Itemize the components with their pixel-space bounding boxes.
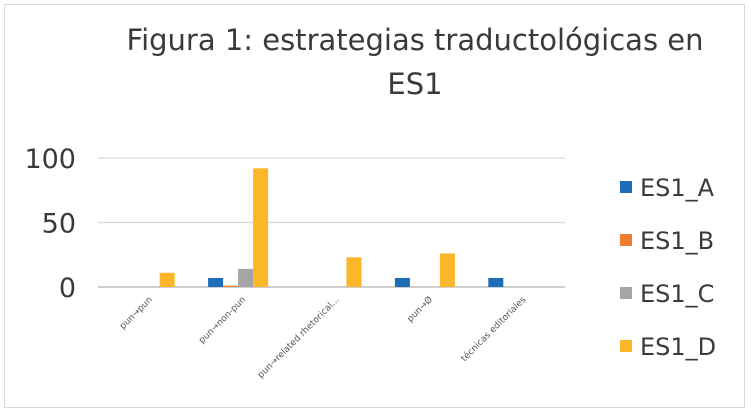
bar-es1_a-4 [488, 277, 504, 287]
legend-swatch-es1_b [620, 234, 632, 246]
legend-label-es1_a: ES1_A [640, 174, 715, 202]
x-tick-label: técnicas editoriales [459, 294, 529, 364]
bar-es1_a-1 [208, 277, 224, 287]
y-tick-label: 0 [59, 273, 76, 304]
legend-swatch-es1_d [620, 340, 632, 352]
legend-swatch-es1_a [620, 181, 632, 193]
x-tick-label: pun→pun [118, 295, 155, 332]
x-tick-label: pun→Ø [405, 294, 435, 324]
legend-label-es1_d: ES1_D [640, 333, 716, 361]
chart-title: Figura 1: estrategias traductológicas en… [126, 23, 704, 101]
bar-es1_d-0 [159, 272, 175, 287]
legend-label-es1_c: ES1_C [640, 280, 714, 308]
legend-label-es1_b: ES1_B [640, 227, 714, 255]
y-tick-label: 50 [42, 209, 76, 240]
y-tick-label: 100 [24, 144, 76, 175]
x-tick-label: pun→non-pun [197, 295, 248, 346]
bar-es1_d-3 [439, 253, 455, 287]
bar-es1_b-1 [223, 285, 239, 287]
bar-es1_a-3 [394, 277, 410, 287]
bar-es1_d-1 [253, 168, 269, 287]
bar-es1_d-2 [346, 257, 362, 287]
x-tick-label: pun→related rhetorical... [256, 295, 342, 381]
bar-es1_c-1 [238, 268, 254, 287]
legend-swatch-es1_c [620, 287, 632, 299]
